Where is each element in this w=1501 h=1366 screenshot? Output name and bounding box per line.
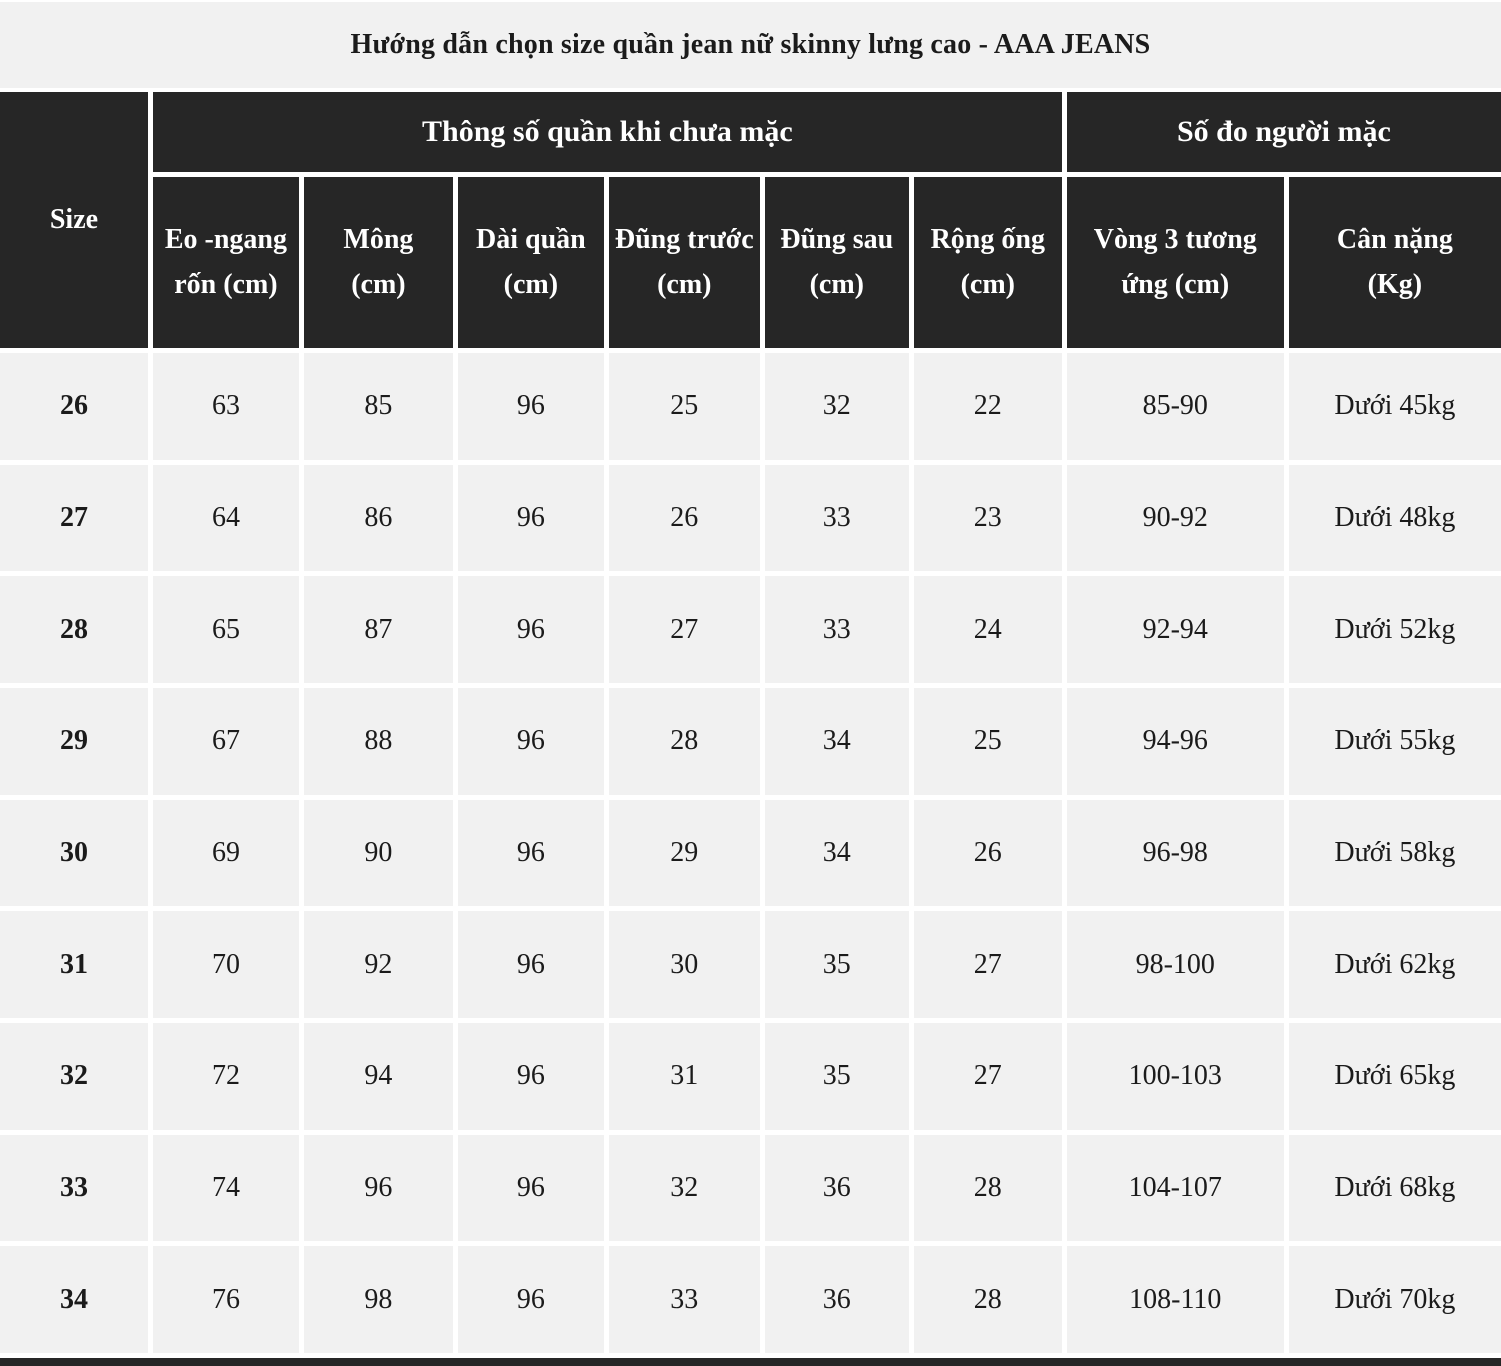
table-cell: Dưới 62kg <box>1288 911 1501 1018</box>
row-size-label: 27 <box>0 464 148 572</box>
table-cell: 27 <box>913 1022 1062 1130</box>
row-size-label: 30 <box>0 799 148 907</box>
table-cell: 96-98 <box>1066 799 1284 907</box>
table-cell: 25 <box>913 687 1062 795</box>
table-cell: 88 <box>303 687 453 795</box>
row-size-label: 31 <box>0 911 148 1018</box>
table-cell: Dưới 70kg <box>1288 1246 1501 1353</box>
table-cell: 65 <box>152 576 299 683</box>
table-cell: Dưới 65kg <box>1288 1022 1501 1130</box>
table-cell: 26 <box>608 464 760 572</box>
table-cell: 86 <box>303 464 453 572</box>
table-cell: 96 <box>457 911 604 1018</box>
group-header-garment-specs: Thông số quần khi chưa mặc <box>152 92 1062 172</box>
table-cell: 70 <box>152 911 299 1018</box>
row-size-label: 29 <box>0 687 148 795</box>
table-cell: 25 <box>608 353 760 460</box>
table-bottom-border <box>0 1358 1501 1366</box>
table-cell: 36 <box>764 1134 909 1242</box>
table-cell: 30 <box>608 911 760 1018</box>
table-cell: 27 <box>608 576 760 683</box>
table-cell: 23 <box>913 464 1062 572</box>
group-header-wearer-measurements: Số đo người mặc <box>1066 92 1501 172</box>
table-cell: 33 <box>764 464 909 572</box>
table-cell: Dưới 52kg <box>1288 576 1501 683</box>
table-cell: 90 <box>303 799 453 907</box>
column-header-leg-opening: Rộng ống (cm) <box>913 177 1062 348</box>
size-chart-table: Size Thông số quần khi chưa mặc Số đo ng… <box>0 92 1501 1353</box>
table-cell: 36 <box>764 1246 909 1353</box>
table-cell: 69 <box>152 799 299 907</box>
row-size-label: 32 <box>0 1022 148 1130</box>
table-cell: 35 <box>764 1022 909 1130</box>
table-cell: 74 <box>152 1134 299 1242</box>
table-cell: 100-103 <box>1066 1022 1284 1130</box>
table-cell: 33 <box>764 576 909 683</box>
table-cell: 72 <box>152 1022 299 1130</box>
table-cell: 96 <box>457 799 604 907</box>
table-cell: 96 <box>303 1134 453 1242</box>
table-cell: 92-94 <box>1066 576 1284 683</box>
table-cell: 90-92 <box>1066 464 1284 572</box>
column-header-hip-round: Vòng 3 tương ứng (cm) <box>1066 177 1284 348</box>
table-cell: 96 <box>457 1246 604 1353</box>
table-cell: 108-110 <box>1066 1246 1284 1353</box>
table-cell: 96 <box>457 1022 604 1130</box>
row-size-label: 33 <box>0 1134 148 1242</box>
table-cell: Dưới 68kg <box>1288 1134 1501 1242</box>
table-cell: 96 <box>457 687 604 795</box>
table-cell: 28 <box>913 1134 1062 1242</box>
table-cell: Dưới 45kg <box>1288 353 1501 460</box>
table-cell: 96 <box>457 576 604 683</box>
table-cell: Dưới 55kg <box>1288 687 1501 795</box>
table-cell: 85 <box>303 353 453 460</box>
table-cell: 67 <box>152 687 299 795</box>
table-cell: 87 <box>303 576 453 683</box>
table-cell: Dưới 48kg <box>1288 464 1501 572</box>
table-cell: 24 <box>913 576 1062 683</box>
table-cell: 32 <box>608 1134 760 1242</box>
table-cell: 35 <box>764 911 909 1018</box>
page-title: Hướng dẫn chọn size quần jean nữ skinny … <box>0 0 1501 88</box>
table-cell: 96 <box>457 464 604 572</box>
table-cell: 34 <box>764 687 909 795</box>
table-cell: 64 <box>152 464 299 572</box>
table-cell: 33 <box>608 1246 760 1353</box>
table-cell: 92 <box>303 911 453 1018</box>
table-cell: 85-90 <box>1066 353 1284 460</box>
table-cell: 94 <box>303 1022 453 1130</box>
table-cell: 31 <box>608 1022 760 1130</box>
table-cell: 22 <box>913 353 1062 460</box>
table-cell: 29 <box>608 799 760 907</box>
table-cell: 32 <box>764 353 909 460</box>
table-cell: 76 <box>152 1246 299 1353</box>
column-header-weight: Cân nặng (Kg) <box>1288 177 1501 348</box>
row-size-label: 34 <box>0 1246 148 1353</box>
table-cell: 34 <box>764 799 909 907</box>
row-size-label: 26 <box>0 353 148 460</box>
table-cell: 27 <box>913 911 1062 1018</box>
table-cell: 96 <box>457 353 604 460</box>
column-header-back-rise: Đũng sau (cm) <box>764 177 909 348</box>
table-cell: 98-100 <box>1066 911 1284 1018</box>
table-cell: Dưới 58kg <box>1288 799 1501 907</box>
table-cell: 96 <box>457 1134 604 1242</box>
column-header-length: Dài quần (cm) <box>457 177 604 348</box>
table-cell: 28 <box>608 687 760 795</box>
column-header-front-rise: Đũng trước (cm) <box>608 177 760 348</box>
row-size-label: 28 <box>0 576 148 683</box>
table-cell: 63 <box>152 353 299 460</box>
table-cell: 26 <box>913 799 1062 907</box>
table-cell: 104-107 <box>1066 1134 1284 1242</box>
column-header-size: Size <box>0 92 148 348</box>
column-header-waist: Eo -ngang rốn (cm) <box>152 177 299 348</box>
table-cell: 98 <box>303 1246 453 1353</box>
table-cell: 28 <box>913 1246 1062 1353</box>
column-header-hip: Mông (cm) <box>303 177 453 348</box>
table-cell: 94-96 <box>1066 687 1284 795</box>
